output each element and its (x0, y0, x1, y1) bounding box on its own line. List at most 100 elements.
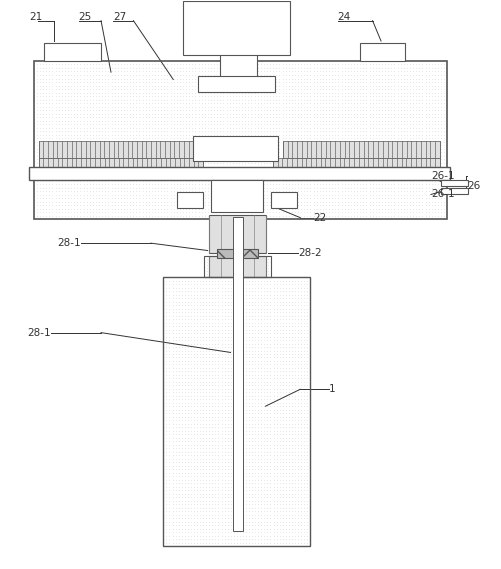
Point (92, 123, 100, 133)
Point (260, 74, 268, 83)
Point (322, 180, 330, 189)
Point (300, 339, 308, 348)
Point (431, 208, 439, 217)
Point (288, 479, 296, 488)
Point (188, 81, 196, 90)
Point (248, 457, 256, 467)
Point (359, 127, 367, 136)
Point (120, 63, 128, 72)
Point (211, 527, 219, 537)
Point (239, 493, 247, 502)
Point (372, 85, 380, 94)
Point (372, 116, 380, 125)
Point (213, 155, 221, 164)
Point (242, 315, 250, 324)
Point (328, 172, 336, 182)
Point (207, 137, 215, 146)
Point (310, 183, 318, 192)
Point (254, 148, 262, 157)
Point (254, 332, 262, 341)
Point (273, 440, 281, 450)
Point (214, 353, 222, 362)
Point (70, 183, 78, 192)
Point (58, 92, 66, 101)
Point (178, 336, 186, 345)
Point (173, 81, 181, 90)
Point (229, 88, 237, 97)
Point (162, 402, 170, 411)
Point (384, 193, 392, 203)
Point (276, 137, 284, 146)
Point (269, 92, 277, 101)
Point (77, 166, 85, 175)
Point (117, 187, 125, 196)
Point (273, 465, 281, 474)
Point (77, 158, 85, 167)
Point (190, 451, 198, 460)
Point (335, 148, 343, 157)
Point (245, 377, 253, 386)
Point (162, 385, 170, 394)
Point (214, 433, 222, 442)
Point (208, 346, 216, 355)
Point (89, 92, 97, 101)
Point (114, 190, 122, 199)
Point (273, 360, 281, 369)
Point (36, 148, 44, 157)
Point (120, 172, 128, 182)
Point (190, 318, 198, 327)
Point (55, 158, 63, 167)
Point (95, 166, 103, 175)
Point (300, 148, 308, 157)
Point (425, 85, 433, 94)
Point (135, 119, 143, 129)
Point (285, 385, 293, 394)
Point (165, 521, 173, 530)
Point (163, 211, 171, 220)
Point (288, 92, 296, 101)
Point (214, 321, 222, 331)
Point (261, 321, 269, 331)
Point (184, 321, 192, 331)
Point (239, 283, 247, 292)
Point (233, 398, 241, 407)
Point (251, 447, 259, 456)
Point (80, 190, 88, 199)
Point (176, 208, 184, 217)
Point (353, 113, 361, 122)
Point (303, 524, 311, 533)
Point (273, 475, 281, 484)
Point (303, 297, 311, 306)
Point (261, 510, 269, 519)
Point (187, 332, 195, 341)
Point (273, 395, 281, 404)
Point (191, 98, 199, 108)
Point (440, 148, 448, 157)
Point (222, 106, 230, 115)
Point (162, 276, 170, 285)
Point (338, 67, 346, 76)
Point (279, 472, 287, 481)
Point (160, 88, 168, 97)
Point (288, 172, 296, 182)
Point (384, 119, 392, 129)
Point (273, 300, 281, 310)
Point (139, 134, 147, 143)
Point (132, 197, 140, 206)
Point (160, 109, 168, 118)
Point (316, 204, 324, 213)
Point (406, 197, 414, 206)
Point (188, 183, 196, 192)
Point (222, 166, 230, 175)
Point (217, 360, 225, 369)
Point (49, 176, 57, 185)
Point (219, 74, 227, 83)
Point (101, 77, 109, 86)
Point (166, 208, 174, 217)
Point (193, 385, 201, 394)
Point (104, 74, 112, 83)
Point (415, 204, 423, 213)
Point (220, 374, 228, 383)
Point (191, 180, 199, 189)
Point (172, 391, 180, 401)
